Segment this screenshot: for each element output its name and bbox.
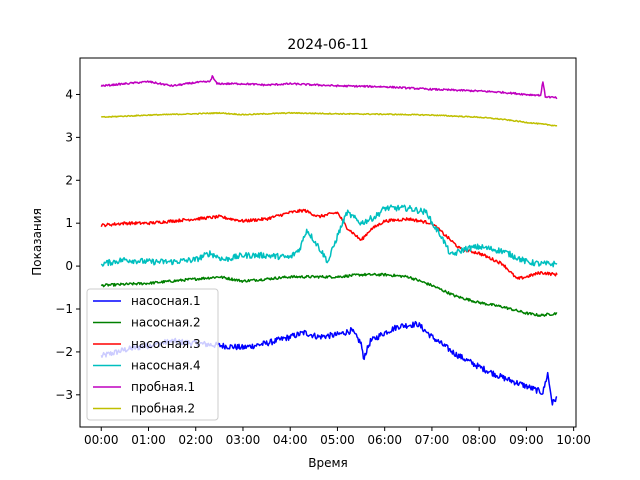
x-tick-label: 10:00 [556, 433, 591, 447]
legend-entry: пробная.2 [131, 402, 195, 416]
chart-title: 2024-06-11 [287, 37, 368, 53]
legend: насосная.1 насосная.2 насосная.3 насосная.4… [86, 288, 219, 421]
x-axis: 00:00 01:00 02:00 03:00 04:00 05:00 06:00 07:00… [84, 427, 591, 447]
y-tick-label: 2 [65, 173, 73, 187]
legend-entry: насосная.2 [131, 316, 201, 330]
x-tick-label: 07:00 [415, 433, 450, 447]
plot-frame [79, 57, 577, 428]
y-axis: −3 −2 −1 0 1 2 3 4 [55, 87, 80, 402]
legend-entry: насосная.4 [131, 359, 201, 373]
y-axis-label: Показания [30, 208, 44, 276]
y-tick-label: 3 [65, 130, 73, 144]
x-tick-label: 06:00 [367, 433, 402, 447]
x-tick-label: 02:00 [178, 433, 213, 447]
series-line-3 [100, 208, 558, 280]
x-tick-label: 08:00 [462, 433, 497, 447]
legend-entry: насосная.3 [131, 337, 201, 351]
y-tick-label: −1 [55, 302, 73, 316]
legend-entry: насосная.1 [131, 294, 201, 308]
x-tick-label: 05:00 [320, 433, 355, 447]
y-tick-label: 1 [65, 216, 73, 230]
x-tick-label: 04:00 [273, 433, 308, 447]
y-tick-label: 4 [65, 87, 73, 101]
x-tick-label: 00:00 [84, 433, 119, 447]
series-line-2 [100, 272, 558, 317]
series-lines [100, 75, 558, 406]
x-axis-label: Время [308, 456, 348, 470]
y-tick-label: 0 [65, 259, 73, 273]
x-tick-label: 09:00 [509, 433, 544, 447]
y-tick-label: −3 [55, 388, 73, 402]
legend-box [86, 288, 219, 421]
x-tick-label: 03:00 [226, 433, 261, 447]
x-tick-label: 01:00 [131, 433, 166, 447]
y-tick-label: −2 [55, 345, 73, 359]
series-line-6 [100, 111, 558, 127]
series-line-4 [100, 204, 558, 268]
series-line-5 [100, 75, 558, 100]
legend-entry: пробная.1 [131, 380, 195, 394]
